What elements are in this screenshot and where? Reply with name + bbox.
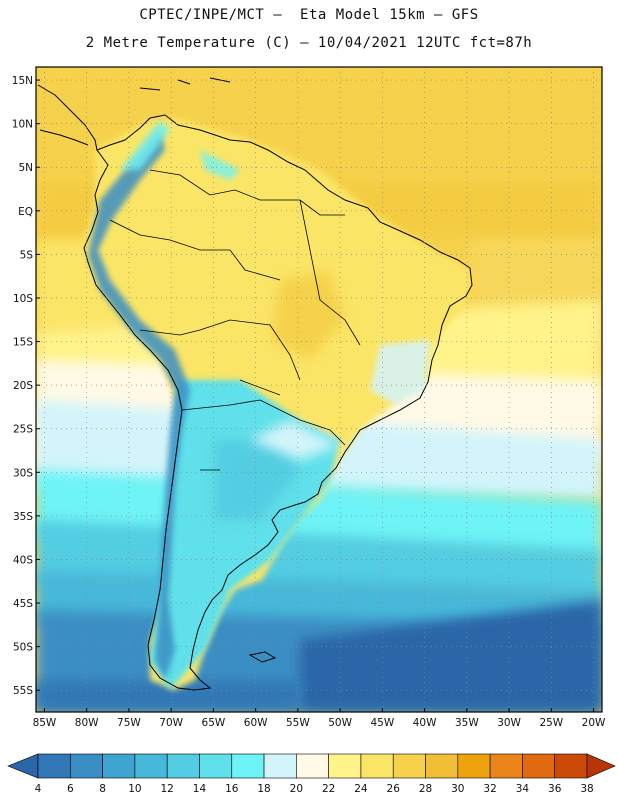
lon-tick-label: 45W (370, 717, 394, 729)
colorbar-label: 36 (548, 783, 562, 795)
lat-tick-label: 15S (13, 337, 33, 349)
colorbar-swatch (392, 753, 426, 779)
colorbar-label: 18 (257, 783, 271, 795)
lat-tick-label: 15N (12, 75, 33, 87)
colorbar-label: 20 (289, 783, 304, 795)
south-america-coastline (83, 114, 473, 691)
lon-tick-label: 85W (33, 717, 57, 729)
lat-tick-label: 5N (18, 162, 33, 174)
colorbar (7, 753, 616, 779)
map-title-line1: CPTEC/INPE/MCT – Eta Model 15km – GFS (139, 7, 479, 23)
coastlines (37, 77, 473, 691)
country-borders (109, 169, 361, 471)
lon-tick-label: 30W (497, 717, 521, 729)
colorbar-label: 26 (386, 783, 400, 795)
caribbean-islands (139, 77, 231, 91)
colorbar-swatch (102, 753, 136, 779)
colorbar-swatch (69, 753, 103, 779)
central-america-coastline (37, 84, 98, 151)
lat-tick-label: EQ (18, 206, 33, 218)
colorbar-label: 10 (128, 783, 142, 795)
lat-tick-label: 45S (13, 598, 33, 610)
lat-tick-label: 5S (20, 249, 34, 261)
lon-tick-label: 55W (286, 717, 310, 729)
colorbar-swatch (199, 753, 233, 779)
colorbar-label: 30 (451, 783, 465, 795)
lat-tick-label: 10S (13, 293, 33, 305)
colorbar-label: 4 (34, 783, 42, 795)
colorbar-swatch (522, 753, 556, 779)
temperature-field (36, 67, 602, 712)
lon-tick-label: 75W (117, 717, 141, 729)
colorbar-arrow-high (586, 753, 616, 779)
colorbar-label: 38 (580, 783, 594, 795)
lon-tick-label: 25W (539, 717, 563, 729)
lon-tick-label: 50W (328, 717, 352, 729)
colorbar-swatch (489, 753, 523, 779)
colorbar-label: 6 (66, 783, 74, 795)
lon-tick-label: 20W (582, 717, 606, 729)
colorbar-label: 22 (321, 783, 336, 795)
lon-tick-label: 35W (455, 717, 479, 729)
colorbar-swatch (231, 753, 265, 779)
lon-tick-label: 60W (244, 717, 268, 729)
lat-tick-label: 55S (13, 685, 33, 697)
lat-tick-label: 30S (13, 467, 33, 479)
colorbar-label: 24 (354, 783, 368, 795)
lon-tick-label: 80W (75, 717, 99, 729)
colorbar-swatch (554, 753, 588, 779)
lat-tick-label: 20S (13, 380, 33, 392)
lon-tick-label: 40W (413, 717, 437, 729)
colorbar-label: 14 (192, 783, 207, 795)
lat-tick-label: 25S (13, 424, 33, 436)
lon-tick-label: 70W (159, 717, 183, 729)
lat-tick-label: 50S (13, 642, 33, 654)
colorbar-swatch (37, 753, 71, 779)
colorbar-label: 16 (225, 783, 239, 795)
colorbar-label: 34 (515, 783, 530, 795)
colorbar-swatch (263, 753, 297, 779)
colorbar-swatch (360, 753, 394, 779)
colorbar-label: 32 (483, 783, 497, 795)
lat-tick-label: 35S (13, 511, 33, 523)
map-title-line2: 2 Metre Temperature (C) – 10/04/2021 12U… (85, 35, 533, 51)
colorbar-swatch (166, 753, 200, 779)
colorbar-label: 8 (99, 783, 106, 795)
colorbar-swatch (328, 753, 362, 779)
colorbar-label: 28 (418, 783, 433, 795)
lat-tick-label: 10N (12, 119, 33, 131)
falkland-islands (248, 651, 277, 663)
lon-tick-label: 65W (202, 717, 226, 729)
lat-tick-label: 40S (13, 554, 33, 566)
colorbar-swatch (296, 753, 329, 779)
colorbar-swatch (134, 753, 168, 779)
colorbar-swatch (425, 753, 459, 779)
map-frame (35, 66, 603, 713)
colorbar-arrow-low (7, 753, 39, 779)
colorbar-label: 12 (160, 783, 174, 795)
colorbar-swatch (457, 753, 491, 779)
